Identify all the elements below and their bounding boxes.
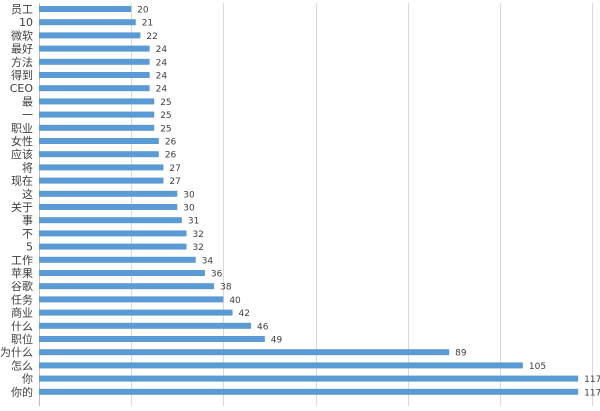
category-label-21: 谷歌 — [11, 279, 33, 293]
value-label-26: 89 — [455, 349, 467, 359]
bar-4 — [39, 58, 150, 65]
category-label-4: 方法 — [11, 55, 33, 69]
gridlines — [39, 3, 593, 406]
value-label-7: 25 — [160, 98, 171, 108]
category-label-6: CEO — [10, 82, 34, 95]
category-label-3: 最好 — [11, 42, 33, 56]
value-label-4: 24 — [156, 58, 168, 68]
bar-1 — [39, 19, 136, 26]
category-label-16: 事 — [22, 214, 33, 227]
bar-26 — [39, 349, 450, 356]
category-label-2: 微软 — [11, 28, 33, 42]
category-label-24: 什么 — [11, 320, 33, 333]
bar-5 — [39, 72, 150, 78]
bar-8 — [39, 111, 155, 118]
value-label-13: 27 — [169, 177, 180, 187]
category-label-1: 10 — [19, 16, 33, 29]
value-label-14: 30 — [183, 190, 195, 200]
bar-12 — [39, 164, 164, 171]
bar-7 — [39, 98, 155, 105]
bar-2 — [39, 32, 141, 39]
value-label-2: 22 — [146, 32, 157, 42]
bar-23 — [39, 309, 233, 316]
category-label-12: 将 — [22, 161, 33, 174]
bar-9 — [39, 124, 155, 131]
category-label-19: 工作 — [11, 254, 33, 267]
value-label-8: 25 — [160, 111, 171, 121]
category-label-14: 这 — [22, 187, 33, 201]
value-label-15: 30 — [183, 204, 195, 214]
category-label-8: 一 — [22, 109, 33, 122]
category-label-5: 得到 — [11, 69, 33, 82]
category-label-18: 5 — [26, 241, 33, 254]
category-label-20: 苹果 — [11, 266, 33, 280]
bar-27 — [39, 362, 523, 369]
bar-3 — [39, 45, 150, 52]
value-label-28: 117 — [584, 375, 600, 385]
bar-14 — [39, 190, 178, 197]
bar-0 — [39, 6, 132, 12]
category-label-23: 商业 — [11, 306, 33, 320]
value-label-22: 40 — [229, 296, 241, 306]
category-label-15: 关于 — [11, 200, 33, 214]
bar-19 — [39, 256, 196, 263]
bar-17 — [39, 230, 187, 237]
value-label-11: 26 — [165, 151, 177, 161]
bars — [39, 6, 579, 395]
bar-15 — [39, 204, 178, 210]
value-label-25: 49 — [271, 336, 283, 346]
category-label-13: 现在 — [11, 175, 33, 188]
value-label-3: 24 — [156, 45, 168, 55]
category-label-26: 为什么 — [0, 346, 33, 359]
value-label-18: 32 — [192, 243, 203, 253]
value-label-27: 105 — [529, 362, 546, 372]
bar-18 — [39, 243, 187, 250]
value-label-17: 32 — [192, 230, 203, 240]
bar-10 — [39, 138, 159, 144]
bar-25 — [39, 336, 265, 342]
bar-29 — [39, 388, 579, 395]
value-label-19: 34 — [202, 256, 214, 266]
category-label-9: 职业 — [11, 122, 33, 135]
category-label-10: 女性 — [11, 134, 33, 148]
value-label-0: 20 — [137, 6, 149, 16]
bar-28 — [39, 375, 579, 382]
category-label-11: 应该 — [11, 147, 33, 161]
value-label-16: 31 — [188, 217, 199, 227]
category-label-17: 不 — [22, 227, 33, 240]
value-label-10: 26 — [165, 138, 177, 148]
value-label-20: 36 — [211, 270, 223, 280]
category-label-27: 怎么 — [11, 358, 33, 372]
value-label-6: 24 — [156, 85, 168, 95]
value-label-1: 21 — [142, 19, 153, 29]
value-labels: 2021222424242425252526262727303031323234… — [137, 6, 600, 399]
category-label-29: 你的 — [11, 385, 33, 399]
bar-11 — [39, 151, 159, 158]
value-label-5: 24 — [156, 72, 168, 82]
value-label-23: 42 — [239, 309, 250, 319]
bar-13 — [39, 177, 164, 184]
category-label-7: 最 — [22, 95, 33, 108]
bar-20 — [39, 270, 205, 276]
category-label-0: 员工 — [11, 3, 33, 16]
value-label-9: 25 — [160, 124, 171, 134]
category-label-25: 职位 — [11, 332, 33, 346]
value-label-29: 117 — [584, 388, 600, 398]
bar-6 — [39, 85, 150, 92]
bar-24 — [39, 322, 251, 329]
category-labels: 员工10微软最好方法得到CEO最一职业女性应该将现在这关于事不5工作苹果谷歌任务… — [0, 3, 33, 399]
value-label-12: 27 — [169, 164, 180, 174]
value-label-24: 46 — [257, 322, 269, 332]
bar-22 — [39, 296, 224, 303]
bar-21 — [39, 283, 215, 290]
bar-16 — [39, 217, 182, 224]
value-label-21: 38 — [220, 283, 232, 293]
category-label-28: 你 — [22, 373, 33, 386]
category-label-22: 任务 — [11, 293, 33, 306]
